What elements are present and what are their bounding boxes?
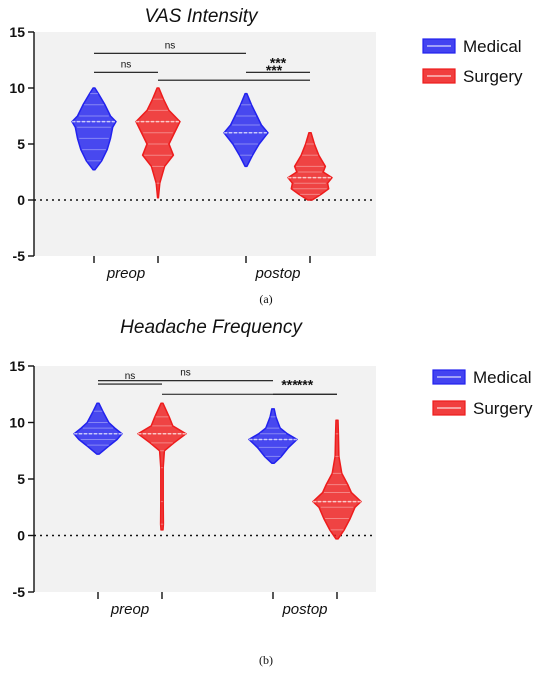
panel-label: (a) [259,292,272,306]
plot-area [34,366,376,592]
significance-label: *** [266,62,283,78]
legend-entry-medical: Medical [432,368,532,387]
significance-label: *** [281,376,298,392]
violin-medical-preop [73,402,123,455]
y-tick-label: 5 [17,136,25,152]
panel-b: -5 0 5 10 15 preop postop ns ns *** *** Headache Fr… [9,317,533,667]
significance-label: ns [125,371,136,382]
significance-label: ns [121,59,132,70]
chart-title: VAS Intensity [144,6,259,27]
y-tick-label: 10 [9,80,25,96]
violin-medical-preop [71,87,117,171]
category-label: postop [281,601,327,618]
y-tick-label: -5 [13,248,26,264]
y-tick-label: 10 [9,415,25,431]
legend-label: Surgery [473,399,533,418]
violin-surgery-postop [287,132,333,201]
significance-label: *** [297,376,314,392]
y-tick-label: 0 [17,192,25,208]
legend-entry-surgery: Surgery [432,399,533,418]
category-label: postop [254,265,300,282]
violin-surgery-postop [312,419,362,540]
panel-label: (b) [259,653,273,667]
violin-medical-postop [248,408,298,464]
y-tick-label: -5 [13,584,26,600]
violin-surgery-preop [137,402,187,531]
significance-label: ns [180,368,191,379]
y-tick-label: 15 [9,24,25,40]
y-tick-label: 15 [9,358,25,374]
legend-label: Medical [463,37,522,56]
significance-label: *** [270,54,287,70]
panel-a: -5 0 5 10 15 preop postop ns ns ****** VAS Intensi… [9,6,523,306]
category-label: preop [106,265,145,282]
y-tick-label: 0 [17,528,25,544]
legend-label: Surgery [463,67,523,86]
y-tick-label: 5 [17,471,25,487]
legend-label: Medical [473,368,532,387]
violin-surgery-preop [135,87,181,199]
violin-medical-postop [223,92,269,168]
legend-entry-surgery: Surgery [422,67,523,86]
significance-label: ns [165,40,176,51]
chart-title: Headache Frequency [120,317,303,338]
category-label: preop [110,601,149,618]
legend-entry-medical: Medical [422,37,522,56]
